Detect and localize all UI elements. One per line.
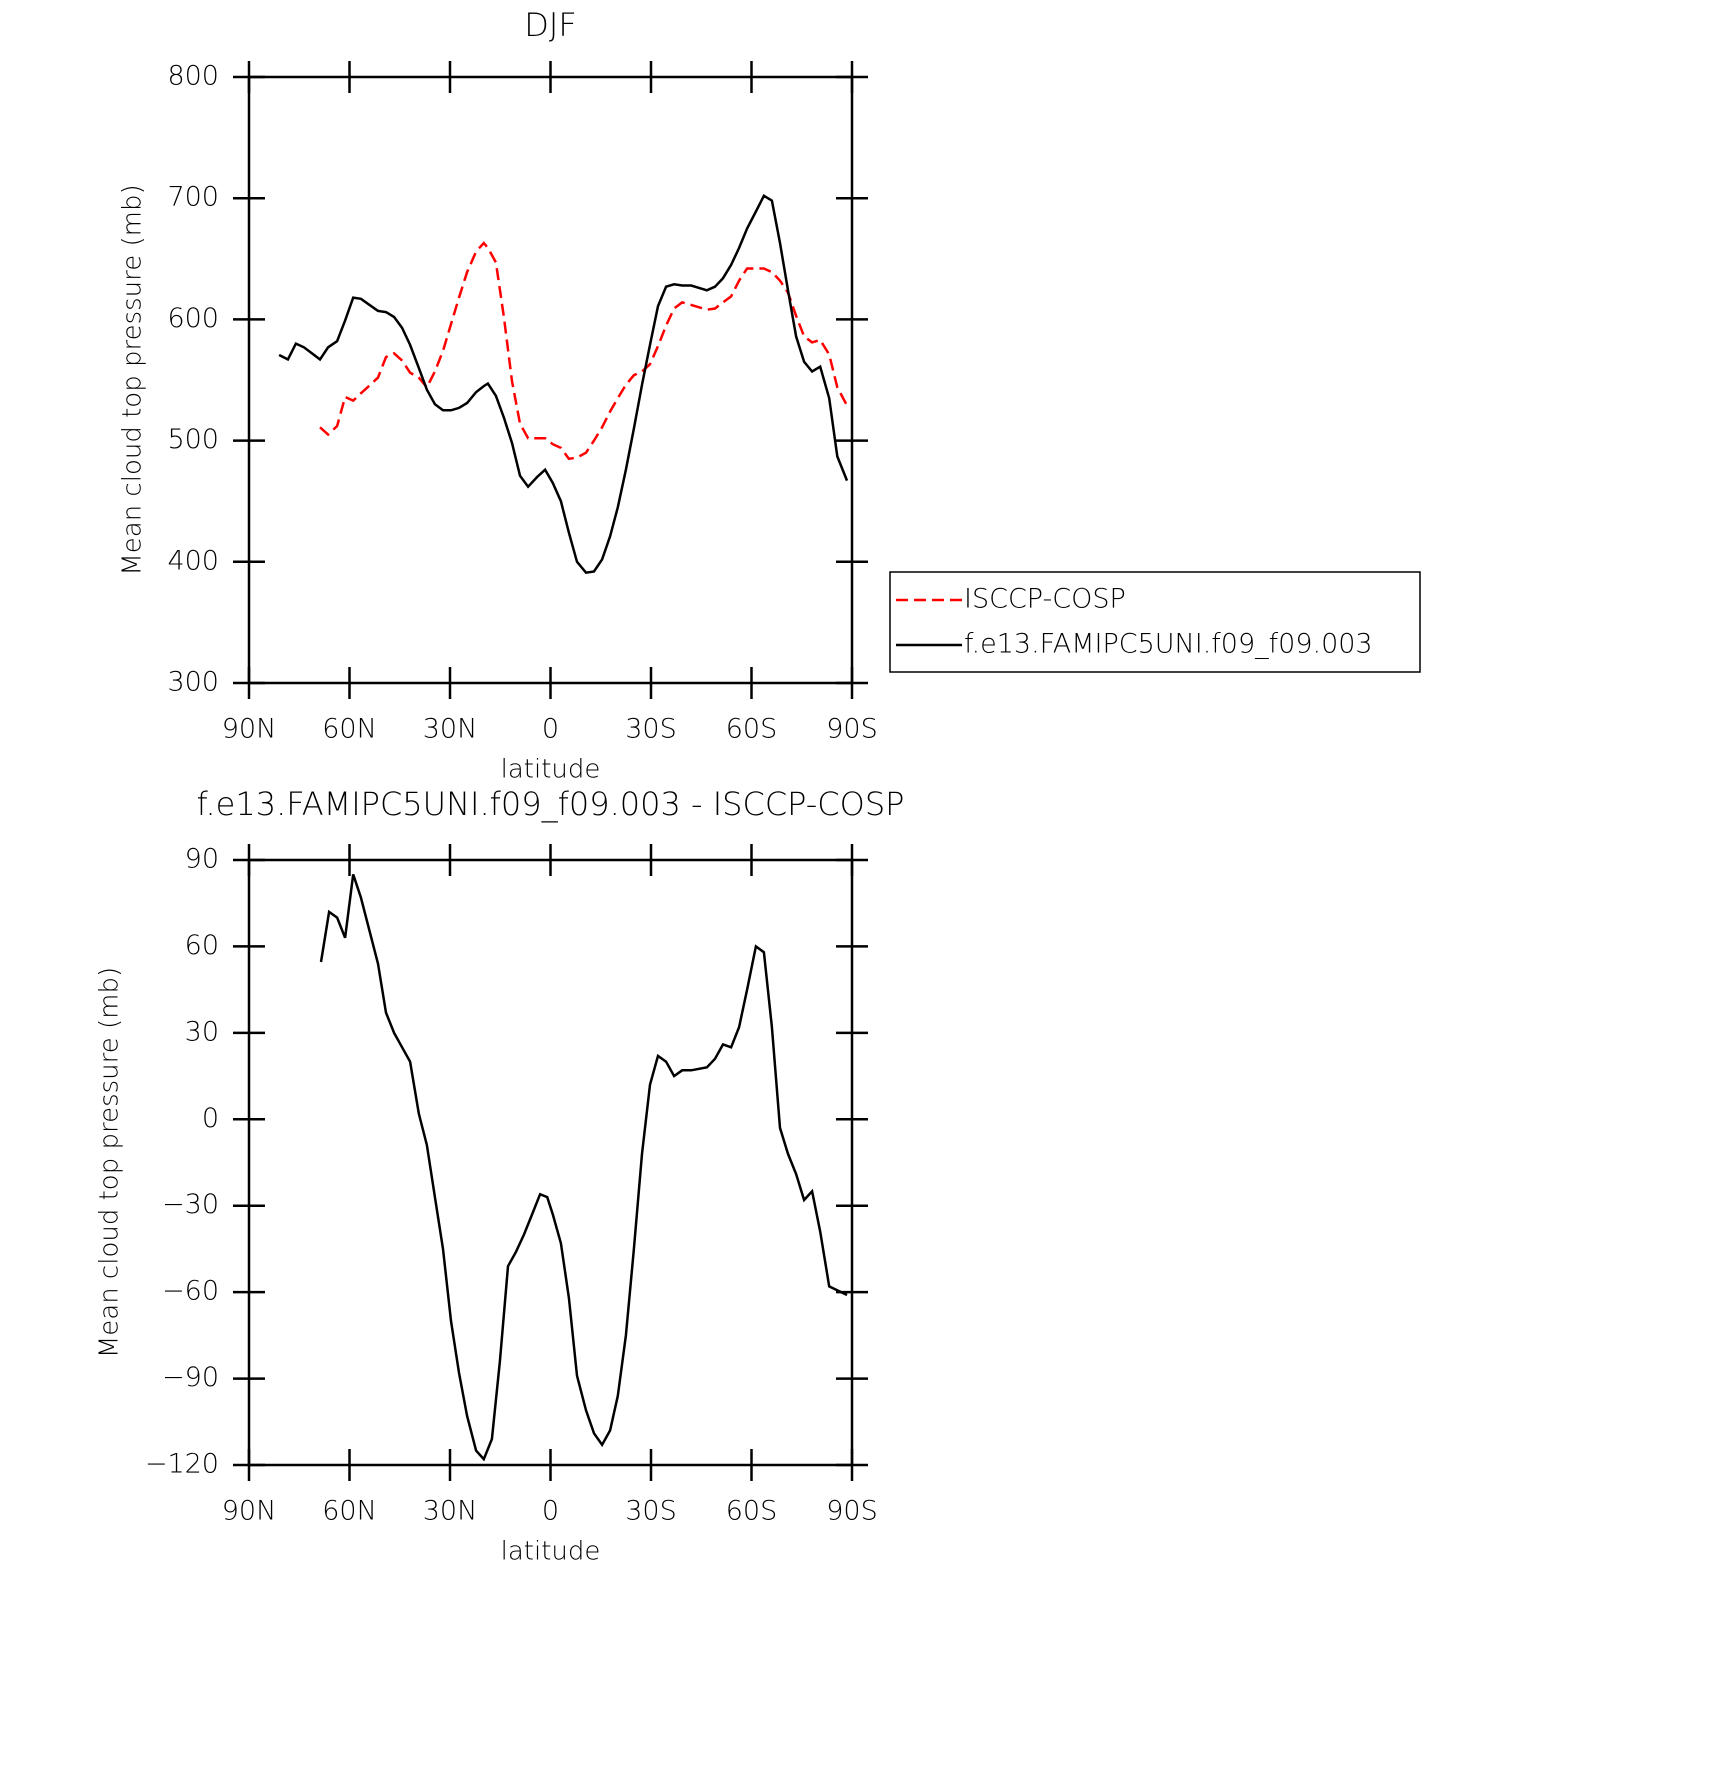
x-tick-label: 0 xyxy=(542,714,559,745)
y-tick-label: −60 xyxy=(162,1276,219,1307)
y-tick-label: −90 xyxy=(162,1362,219,1393)
chart-title: DJF xyxy=(524,6,576,44)
y-tick-label: 500 xyxy=(167,424,219,455)
y-tick-label: 90 xyxy=(185,844,219,875)
x-tick-label: 60S xyxy=(726,714,778,745)
y-tick-label: 60 xyxy=(185,930,219,961)
x-tick-label: 30S xyxy=(625,714,677,745)
y-tick-label: 800 xyxy=(167,61,219,92)
x-tick-label: 60N xyxy=(322,1496,377,1527)
y-axis-label: Mean cloud top pressure (mb) xyxy=(95,967,125,1358)
data-line xyxy=(319,241,849,461)
y-tick-label: 300 xyxy=(167,667,219,698)
legend-box xyxy=(889,571,1421,673)
x-tick-label: 90S xyxy=(826,1496,878,1527)
x-axis-label: latitude xyxy=(501,755,601,785)
chart-title: f.e13.FAMIPC5UNI.f09_f09.003 - ISCCP-COS… xyxy=(197,785,905,823)
y-tick-label: −30 xyxy=(162,1189,219,1220)
x-tick-label: 30N xyxy=(423,714,478,745)
x-tick-label: 30S xyxy=(625,1496,677,1527)
y-tick-label: 700 xyxy=(167,182,219,213)
y-tick-label: 400 xyxy=(167,545,219,576)
x-tick-label: 90N xyxy=(222,714,277,745)
y-tick-label: 600 xyxy=(167,303,219,334)
y-axis-label: Mean cloud top pressure (mb) xyxy=(118,184,148,575)
y-tick-label: 0 xyxy=(202,1103,219,1134)
x-tick-label: 90N xyxy=(222,1496,277,1527)
data-line xyxy=(278,194,849,575)
x-tick-label: 0 xyxy=(542,1496,559,1527)
legend-label: ISCCP-COSP xyxy=(964,584,1126,615)
y-tick-label: 30 xyxy=(185,1016,219,1047)
x-tick-label: 30N xyxy=(423,1496,478,1527)
x-axis-label: latitude xyxy=(501,1537,601,1567)
y-tick-label: −120 xyxy=(145,1449,219,1480)
x-tick-label: 60S xyxy=(726,1496,778,1527)
x-tick-label: 60N xyxy=(322,714,377,745)
x-tick-label: 90S xyxy=(826,714,878,745)
legend-label: f.e13.FAMIPC5UNI.f09_f09.003 xyxy=(964,629,1373,660)
data-line xyxy=(319,874,848,1462)
